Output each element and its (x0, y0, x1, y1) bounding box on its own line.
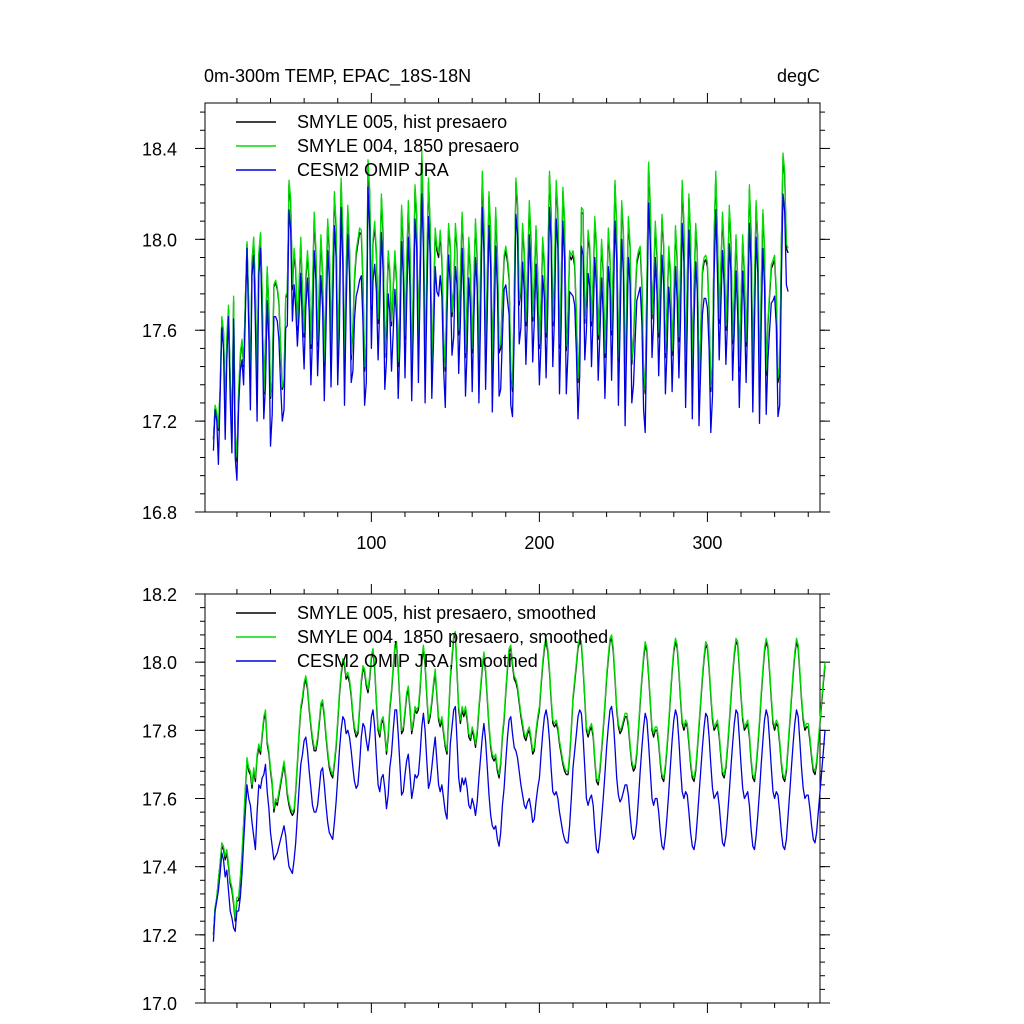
top-legend-label: SMYLE 004, 1850 presaero (297, 136, 519, 156)
top-y-tick-label: 18.4 (142, 139, 177, 159)
top-plot-frame (204, 102, 821, 513)
top-series-line-3 (212, 186, 789, 481)
top-plot-area: 100 200 300 16.8 17.2 17.6 18.0 18.4 SMYLE 005, … (142, 93, 830, 553)
bottom-series-line-3 (212, 705, 826, 942)
bottom-plot-area: 17.0 17.2 17.4 17.6 17.8 18.0 18.2 SMYLE 005, h… (142, 584, 830, 1014)
bottom-y-tick-label: 17.2 (142, 926, 177, 946)
bottom-legend-label: CESM2 OMIP JRA, smoothed (297, 651, 538, 671)
bottom-legend-label: SMYLE 004, 1850 presaero, smoothed (297, 627, 608, 647)
bottom-legend-label: SMYLE 005, hist presaero, smoothed (297, 603, 596, 623)
top-x-tick-label: 300 (692, 533, 722, 553)
top-x-tick-label: 200 (524, 533, 554, 553)
bottom-y-tick-label: 17.0 (142, 994, 177, 1014)
top-y-tick-label: 18.0 (142, 230, 177, 250)
bottom-panel: 17.0 17.2 17.4 17.6 17.8 18.0 18.2 SMYLE 005, h… (142, 584, 830, 1014)
top-chart-title: 0m-300m TEMP, EPAC_18S-18N (204, 66, 471, 87)
bottom-y-tick-label: 17.8 (142, 721, 177, 741)
top-y-tick-label: 17.6 (142, 321, 177, 341)
top-legend-label: CESM2 OMIP JRA (297, 160, 449, 180)
bottom-y-tick-label: 18.0 (142, 653, 177, 673)
top-panel: 0m-300m TEMP, EPAC_18S-18N degC 100 200 30… (142, 66, 830, 553)
bottom-y-tick-label: 17.6 (142, 790, 177, 810)
top-y-tick-label: 16.8 (142, 503, 177, 523)
bottom-series-line-2 (212, 630, 826, 935)
top-legend-label: SMYLE 005, hist presaero (297, 112, 507, 132)
top-x-tick-label: 100 (356, 533, 386, 553)
bottom-y-tick-label: 18.2 (142, 585, 177, 605)
bottom-y-tick-label: 17.4 (142, 858, 177, 878)
top-y-tick-label: 17.2 (142, 412, 177, 432)
top-chart-units: degC (777, 66, 820, 86)
